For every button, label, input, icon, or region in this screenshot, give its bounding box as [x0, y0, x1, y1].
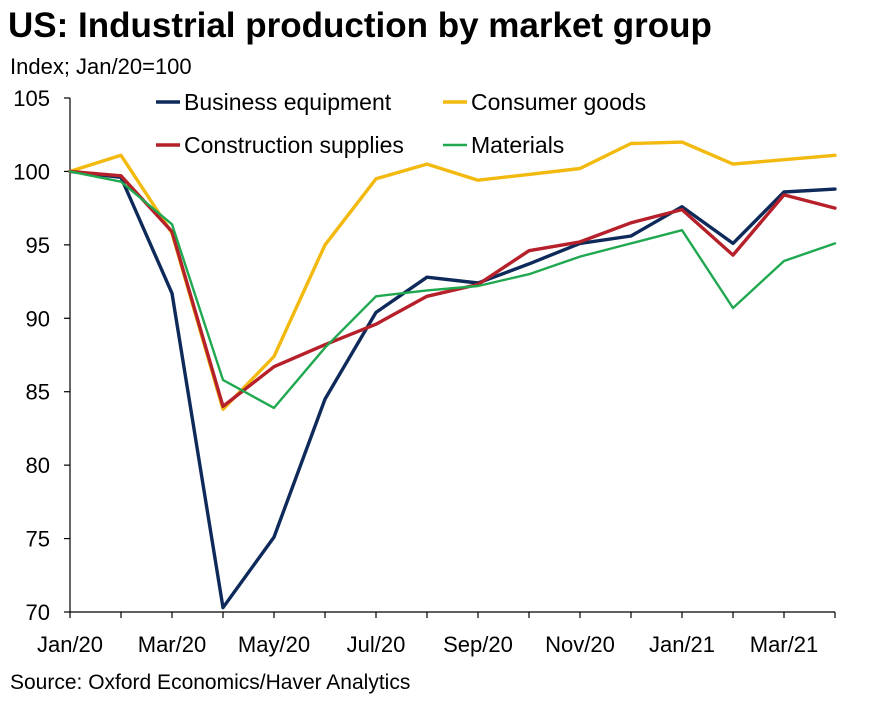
legend-label: Construction supplies	[184, 132, 404, 158]
x-tick-label: Sep/20	[443, 632, 513, 657]
x-tick-label: May/20	[238, 632, 310, 657]
y-tick-label: 75	[26, 527, 50, 552]
legend-label: Business equipment	[184, 89, 392, 115]
chart-subtitle: Index; Jan/20=100	[10, 54, 192, 79]
x-tick-label: Jan/21	[649, 632, 715, 657]
y-tick-label: 90	[26, 306, 50, 331]
series-line-materials	[68, 170, 837, 410]
chart-axes: 70 75 80 85 90 95 100 105 Jan/20 Mar/20 May/20 Jul/…	[13, 86, 836, 657]
y-tick-label: 105	[13, 86, 50, 111]
series-line-construction-supplies	[68, 169, 837, 409]
chart-legend: Business equipment Consumer goods Construc…	[156, 89, 646, 158]
series-line-business-equipment	[68, 169, 837, 610]
x-tick-label: Mar/21	[750, 632, 818, 657]
x-tick-label: Mar/20	[138, 632, 206, 657]
x-tick-label: Jan/20	[37, 632, 103, 657]
y-tick-label: 85	[26, 380, 50, 405]
y-tick-label: 95	[26, 233, 50, 258]
legend-label: Materials	[471, 132, 564, 158]
x-tick-label: Jul/20	[347, 632, 406, 657]
x-tick-label: Nov/20	[545, 632, 615, 657]
chart-series-lines	[68, 140, 837, 610]
legend-label: Consumer goods	[471, 89, 646, 115]
y-tick-label: 70	[26, 600, 50, 625]
y-tick-label: 100	[13, 159, 50, 184]
chart-title: US: Industrial production by market grou…	[8, 6, 712, 45]
source-note: Source: Oxford Economics/Haver Analytics	[10, 671, 411, 694]
y-tick-label: 80	[26, 453, 50, 478]
